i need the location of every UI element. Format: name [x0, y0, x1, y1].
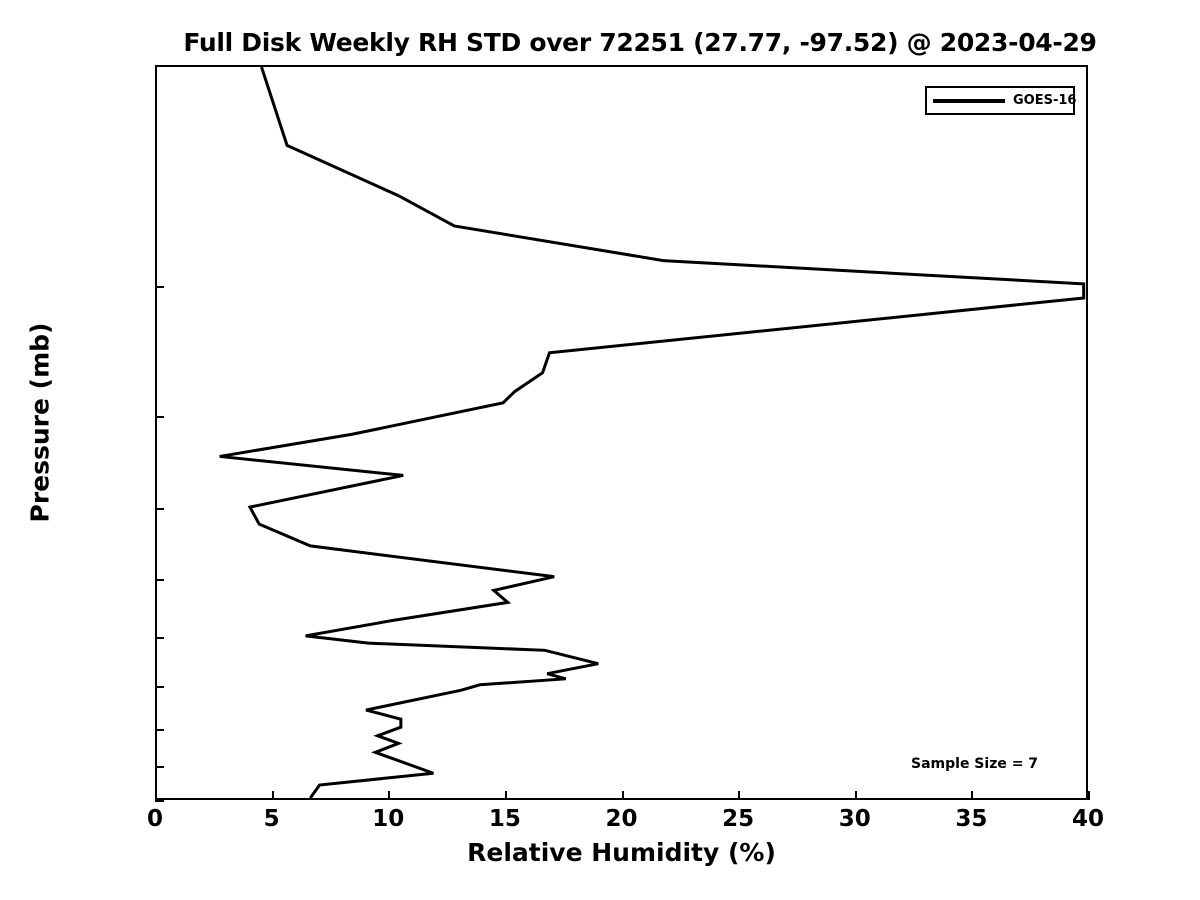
- y-axis-tick-mark: [155, 415, 164, 418]
- x-axis-tick-label: 30: [838, 806, 871, 832]
- y-axis-tick-mark: [155, 800, 164, 802]
- sample-size-annotation: Sample Size = 7: [911, 756, 1039, 772]
- y-axis-tick-mark: [155, 286, 164, 289]
- y-axis-label: Pressure (mb): [25, 322, 55, 523]
- x-axis-tick-label: 35: [955, 806, 988, 832]
- x-axis-tick-mark: [854, 791, 857, 800]
- legend-line-swatch: [933, 98, 1005, 103]
- data-series-svg: [157, 67, 1086, 798]
- x-axis-tick-mark: [971, 791, 974, 800]
- data-line-goes-16: [220, 67, 1084, 798]
- x-axis-tick-label: 5: [263, 806, 280, 832]
- plot-area: [155, 65, 1088, 800]
- y-axis-tick-mark: [155, 636, 164, 639]
- y-axis-tick-mark: [155, 686, 164, 689]
- x-axis-tick-label: 20: [605, 806, 638, 832]
- x-axis-tick-mark: [1088, 791, 1090, 800]
- x-axis-tick-label: 0: [146, 806, 164, 832]
- x-axis-tick-label: 40: [1071, 806, 1105, 832]
- y-axis-tick-mark: [155, 766, 164, 769]
- x-axis-tick-label: 25: [722, 806, 755, 832]
- page-title: Full Disk Weekly RH STD over 72251 (27.7…: [183, 28, 1097, 57]
- x-axis-tick-mark: [738, 791, 741, 800]
- x-axis-tick-label: 15: [488, 806, 521, 832]
- y-axis-tick-mark: [155, 578, 164, 581]
- y-axis-tick-mark: [155, 507, 164, 510]
- x-axis-label: Relative Humidity (%): [467, 838, 776, 867]
- x-axis-tick-mark: [388, 791, 391, 800]
- x-axis-tick-mark: [271, 791, 274, 800]
- x-axis-tick-label: 10: [372, 806, 405, 832]
- x-axis-tick-mark: [504, 791, 507, 800]
- x-axis-tick-mark: [621, 791, 624, 800]
- legend: GOES-16: [925, 86, 1077, 115]
- y-axis-tick-mark: [155, 728, 164, 731]
- legend-item-label: GOES-16: [1013, 93, 1077, 108]
